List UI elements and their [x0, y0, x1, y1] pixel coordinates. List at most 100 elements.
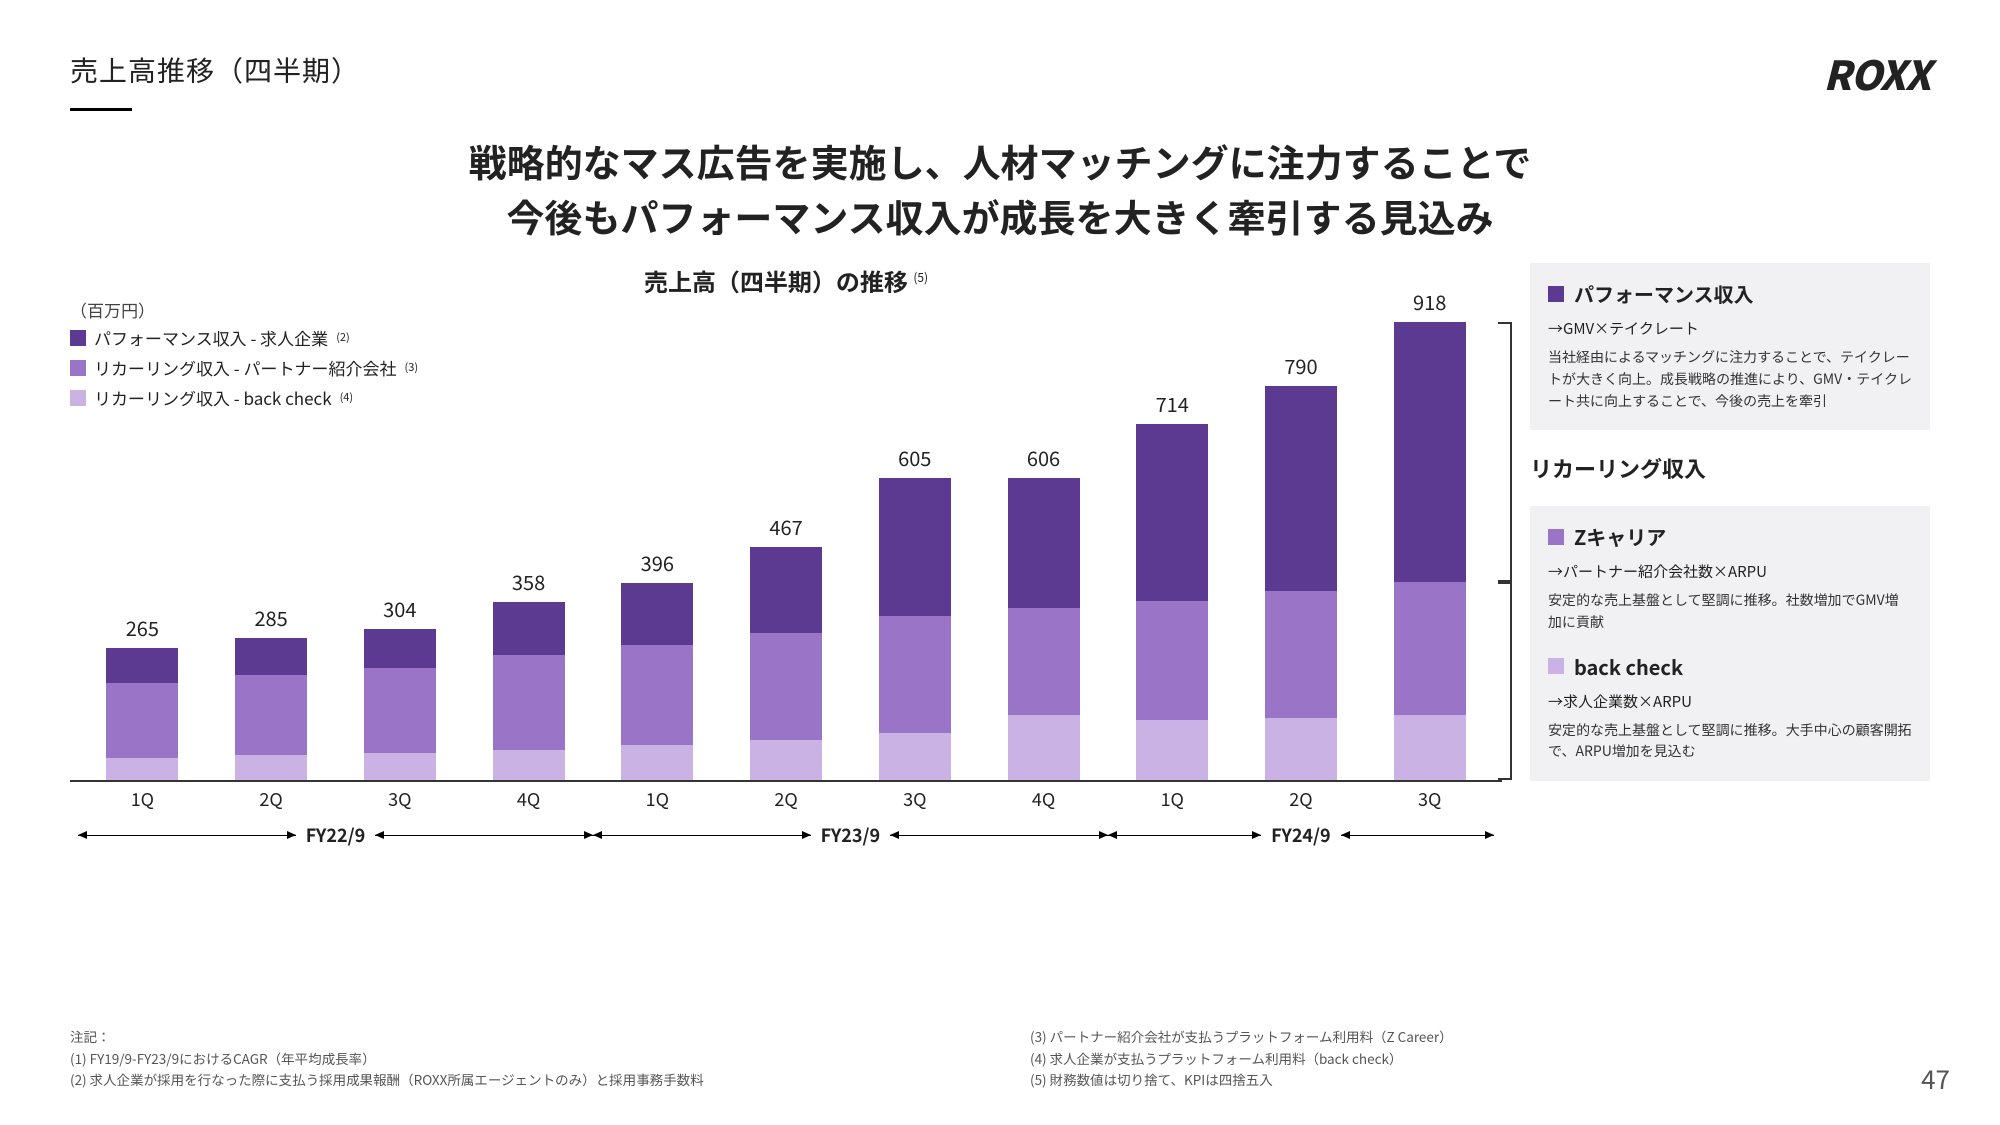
side-box1-title: パフォーマンス収入 [1574, 279, 1754, 308]
quarter-label: 3Q [850, 786, 979, 812]
fy-group: FY22/9 [78, 822, 593, 848]
headline: 戦略的なマス広告を実施し、人材マッチングに注力することで 今後もパフォーマンス収… [70, 133, 1930, 243]
seg-partner [364, 668, 436, 753]
side-box2a-title: Zキャリア [1574, 522, 1666, 551]
footnote-line: (1) FY19/9-FY23/9におけるCAGR（年平均成長率） [70, 1048, 970, 1070]
fy-group: FY24/9 [1108, 822, 1494, 848]
footnote-line: (3) パートナー紹介会社が支払うプラットフォーム利用料（Z Career） [1030, 1026, 1930, 1048]
bar-column: 304 [335, 308, 464, 780]
bars: 265 285 304 358 396 467 605 606 714 790 918 [70, 308, 1502, 782]
side-box2b-desc: 安定的な売上基盤として堅調に推移。大手中心の顧客開拓で、ARPU増加を見込む [1548, 720, 1912, 763]
seg-performance [750, 547, 822, 633]
bracket-performance [1498, 322, 1512, 581]
quarter-label: 2Q [722, 786, 851, 812]
bar-stack [1265, 386, 1337, 780]
side-box-recurring: Zキャリア →パートナー紹介会社数×ARPU 安定的な売上基盤として堅調に推移。… [1530, 506, 1930, 781]
seg-backcheck [1136, 720, 1208, 780]
headline-line2: 今後もパフォーマンス収入が成長を大きく牽引する見込み [70, 188, 1930, 243]
seg-backcheck [621, 745, 693, 780]
bar-column: 285 [207, 308, 336, 780]
quarter-label: 4Q [979, 786, 1108, 812]
bar-value-label: 396 [641, 548, 674, 577]
bar-column: 606 [979, 308, 1108, 780]
side-box2a-sub: →パートナー紹介会社数×ARPU [1548, 561, 1912, 582]
quarter-label: 3Q [1365, 786, 1494, 812]
fy-arrow-left [593, 835, 811, 836]
bar-column: 605 [850, 308, 979, 780]
seg-backcheck [493, 750, 565, 780]
slide: 売上高推移（四半期） ROXX 戦略的なマス広告を実施し、人材マッチングに注力す… [0, 0, 2000, 1125]
title-underline [70, 108, 132, 111]
seg-performance [621, 583, 693, 646]
q-label-row: 1Q2Q3Q4Q1Q2Q3Q4Q1Q2Q3Q [70, 786, 1502, 812]
bar-stack [493, 602, 565, 781]
bar-stack [1008, 478, 1080, 780]
bar-column: 714 [1108, 308, 1237, 780]
seg-partner [1136, 601, 1208, 721]
seg-performance [1265, 386, 1337, 591]
fy-arrow-left [1108, 835, 1261, 836]
bar-column: 358 [464, 308, 593, 780]
swatch-zcareer [1548, 529, 1564, 545]
footnote-line: (5) 財務数値は切り捨て、KPIは四捨五入 [1030, 1069, 1930, 1091]
swatch-backcheck [1548, 658, 1564, 674]
fy-arrow-right [890, 835, 1108, 836]
bar-stack [364, 629, 436, 781]
bar-value-label: 285 [254, 603, 287, 632]
bar-column: 918 [1365, 308, 1494, 780]
bar-stack [879, 478, 951, 780]
page-number: 47 [1921, 1060, 1950, 1097]
bar-stack [1136, 424, 1208, 780]
fy-label: FY23/9 [821, 822, 881, 848]
fy-label: FY24/9 [1271, 822, 1331, 848]
seg-performance [493, 602, 565, 656]
seg-partner [106, 683, 178, 758]
bar-value-label: 606 [1027, 443, 1060, 472]
side-heading-recurring: リカーリング収入 [1530, 452, 1930, 484]
footnote-line: (4) 求人企業が支払うプラットフォーム利用料（back check） [1030, 1048, 1930, 1070]
seg-backcheck [235, 755, 307, 780]
seg-backcheck [750, 740, 822, 780]
quarter-label: 1Q [78, 786, 207, 812]
seg-partner [235, 675, 307, 755]
bar-stack [750, 547, 822, 780]
seg-backcheck [1008, 715, 1080, 780]
seg-partner [879, 616, 951, 733]
bar-value-label: 790 [1284, 351, 1317, 380]
bar-stack [1394, 322, 1466, 780]
seg-performance [1394, 322, 1466, 581]
bar-value-label: 467 [769, 512, 802, 541]
seg-backcheck [364, 753, 436, 780]
bar-column: 396 [593, 308, 722, 780]
side-box1-sub: →GMV×テイクレート [1548, 318, 1912, 339]
content: 売上高（四半期）の推移 (5) （百万円） パフォーマンス収入 - 求人企業(2… [70, 263, 1930, 838]
side-box2b-title: back check [1574, 652, 1683, 681]
seg-partner [1008, 608, 1080, 715]
fy-group: FY23/9 [593, 822, 1108, 848]
fy-row: FY22/9 FY23/9 FY24/9 [70, 822, 1502, 848]
quarter-label: 4Q [464, 786, 593, 812]
bar-stack [106, 648, 178, 780]
swatch-performance [1548, 286, 1564, 302]
quarter-label: 2Q [207, 786, 336, 812]
bar-value-label: 304 [383, 594, 416, 623]
bar-value-label: 918 [1413, 287, 1446, 316]
side-box-performance: パフォーマンス収入 →GMV×テイクレート 当社経由によるマッチングに注力するこ… [1530, 263, 1930, 430]
chart-title-sup: (5) [913, 269, 928, 286]
footnotes-left: 注記：(1) FY19/9-FY23/9におけるCAGR（年平均成長率）(2) … [70, 1026, 970, 1091]
page-title: 売上高推移（四半期） [70, 50, 1930, 90]
fy-arrow-left [78, 835, 296, 836]
bar-column: 790 [1237, 308, 1366, 780]
seg-backcheck [879, 733, 951, 780]
seg-partner [1265, 591, 1337, 718]
seg-backcheck [1394, 715, 1466, 780]
seg-performance [1008, 478, 1080, 608]
bracket-recurring [1498, 582, 1512, 781]
side-box1-desc: 当社経由によるマッチングに注力することで、テイクレートが大きく向上。成長戦略の推… [1548, 347, 1912, 412]
bar-value-label: 265 [126, 613, 159, 642]
chart-title-text: 売上高（四半期）の推移 [644, 263, 908, 298]
seg-performance [879, 478, 951, 615]
side-box2b-sub: →求人企業数×ARPU [1548, 691, 1912, 712]
seg-partner [621, 645, 693, 745]
bar-value-label: 605 [898, 443, 931, 472]
